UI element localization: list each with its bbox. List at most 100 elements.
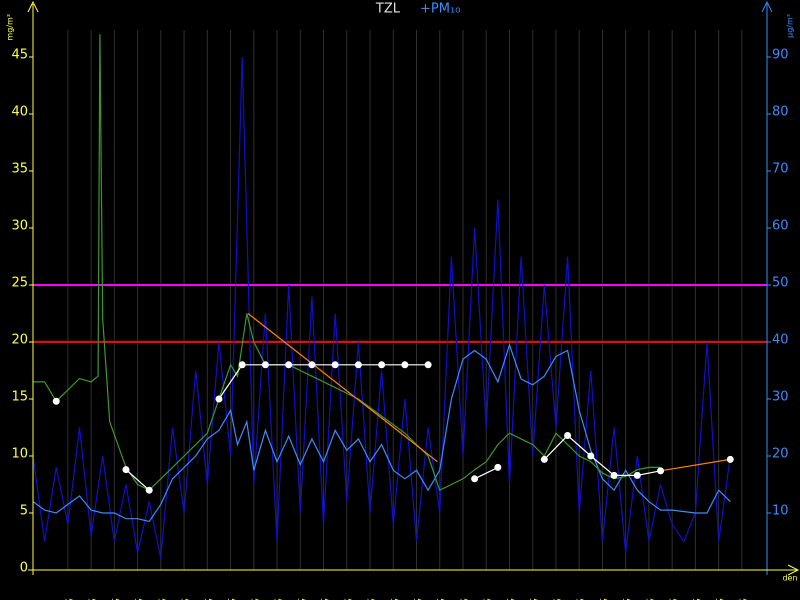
y-tick-label: 35 bbox=[11, 162, 28, 177]
point bbox=[331, 361, 339, 369]
y2-axis-arrow bbox=[761, 0, 773, 13]
x-tick-year: 2017 bbox=[138, 598, 147, 600]
x-tick-label: 3.10. bbox=[571, 598, 580, 600]
x-tick-label: 8.10. bbox=[687, 598, 696, 600]
y-tick-label: 40 bbox=[11, 105, 28, 120]
x-tick-year: 2017 bbox=[580, 598, 589, 600]
x-tick-year: 2017 bbox=[394, 598, 403, 600]
x-tick-label: 11.9. bbox=[59, 598, 68, 600]
point bbox=[540, 455, 548, 463]
y-tick-label: 15 bbox=[11, 390, 28, 405]
point bbox=[564, 431, 572, 439]
x-tick-year: 2017 bbox=[185, 598, 194, 600]
series-line bbox=[32, 56, 731, 559]
title-pm: +PM₁₀ bbox=[420, 2, 460, 17]
x-tick-year: 2017 bbox=[556, 598, 565, 600]
point bbox=[471, 475, 479, 483]
x-tick-label: 10.10. bbox=[733, 598, 742, 600]
x-tick-label: 4.10. bbox=[594, 598, 603, 600]
x-tick-year: 2017 bbox=[68, 598, 77, 600]
x-tick-label: 7.10. bbox=[664, 598, 673, 600]
x-tick-year: 2017 bbox=[440, 598, 449, 600]
y-tick-label: 20 bbox=[11, 333, 28, 348]
y2-tick-label: 70 bbox=[772, 162, 789, 177]
y-axis-arrow bbox=[27, 0, 39, 13]
series-line bbox=[247, 313, 731, 472]
x-label: den bbox=[782, 574, 797, 583]
x-tick-year: 2017 bbox=[371, 598, 380, 600]
y2-tick-label: 40 bbox=[772, 333, 789, 348]
y-tick-label: 45 bbox=[11, 48, 28, 63]
x-tick-label: 30.9. bbox=[501, 598, 510, 600]
y-tick-label: 0 bbox=[20, 561, 28, 576]
x-tick-label: 16.9. bbox=[176, 598, 185, 600]
y2-tick-label: 10 bbox=[772, 504, 789, 519]
y2-tick-label: 30 bbox=[772, 390, 789, 405]
y2-tick-label: 60 bbox=[772, 219, 789, 234]
x-tick-label: 26.9. bbox=[408, 598, 417, 600]
point bbox=[261, 361, 269, 369]
series-line bbox=[32, 342, 731, 523]
x-tick-label: 29.9. bbox=[478, 598, 487, 600]
x-tick-year: 2017 bbox=[463, 598, 472, 600]
x-tick-year: 2017 bbox=[533, 598, 542, 600]
point bbox=[122, 466, 130, 474]
x-tick-label: 28.9. bbox=[454, 598, 463, 600]
point bbox=[424, 361, 432, 369]
x-tick-year: 2017 bbox=[510, 598, 519, 600]
x-tick-year: 2017 bbox=[301, 598, 310, 600]
x-axis-arrow bbox=[787, 564, 800, 576]
y-unit: mg/m³ bbox=[6, 14, 15, 41]
y2-tick-label: 20 bbox=[772, 447, 789, 462]
plot bbox=[32, 34, 767, 559]
x-tick-year: 2017 bbox=[626, 598, 635, 600]
y2-tick-label: 50 bbox=[772, 276, 789, 291]
x-tick-label: 2.10. bbox=[547, 598, 556, 600]
point bbox=[401, 361, 409, 369]
x-tick-year: 2017 bbox=[92, 598, 101, 600]
x-tick-year: 2017 bbox=[649, 598, 658, 600]
point bbox=[145, 486, 153, 494]
x-tick-label: 23.9. bbox=[338, 598, 347, 600]
x-tick-year: 2017 bbox=[719, 598, 728, 600]
x-tick-year: 2017 bbox=[673, 598, 682, 600]
x-tick-label: 18.9. bbox=[222, 598, 231, 600]
x-tick-label: 24.9. bbox=[362, 598, 371, 600]
x-tick-year: 2017 bbox=[231, 598, 240, 600]
x-tick-label: 6.10. bbox=[640, 598, 649, 600]
x-tick-label: 25.9. bbox=[385, 598, 394, 600]
point bbox=[587, 452, 595, 460]
x-tick-year: 2017 bbox=[603, 598, 612, 600]
x-tick-year: 2017 bbox=[696, 598, 705, 600]
x-tick-year: 2017 bbox=[208, 598, 217, 600]
y-tick-label: 25 bbox=[11, 276, 28, 291]
x-tick-label: 1.10. bbox=[524, 598, 533, 600]
x-tick-year: 2017 bbox=[347, 598, 356, 600]
x-tick-label: 15.9. bbox=[152, 598, 161, 600]
x-tick-label: 19.9. bbox=[245, 598, 254, 600]
point bbox=[285, 361, 293, 369]
point bbox=[378, 361, 386, 369]
x-tick-label: 14.9. bbox=[129, 598, 138, 600]
x-tick-year: 2017 bbox=[278, 598, 287, 600]
x-tick-label: 13.9. bbox=[106, 598, 115, 600]
y2-tick-label: 90 bbox=[772, 48, 789, 63]
y-tick-label: 30 bbox=[11, 219, 28, 234]
point bbox=[238, 361, 246, 369]
x-tick-year: 2017 bbox=[324, 598, 333, 600]
point bbox=[610, 471, 618, 479]
point bbox=[726, 455, 734, 463]
point bbox=[215, 395, 223, 403]
x-tick-label: 17.9. bbox=[199, 598, 208, 600]
x-tick-year: 2017 bbox=[417, 598, 426, 600]
x-tick-year: 2017 bbox=[254, 598, 263, 600]
x-tick-label: 9.10. bbox=[710, 598, 719, 600]
x-tick-label: 5.10. bbox=[617, 598, 626, 600]
x-tick-label: 12.9. bbox=[83, 598, 92, 600]
x-tick-year: 2017 bbox=[742, 598, 751, 600]
x-tick-label: 21.9. bbox=[292, 598, 301, 600]
point bbox=[308, 361, 316, 369]
